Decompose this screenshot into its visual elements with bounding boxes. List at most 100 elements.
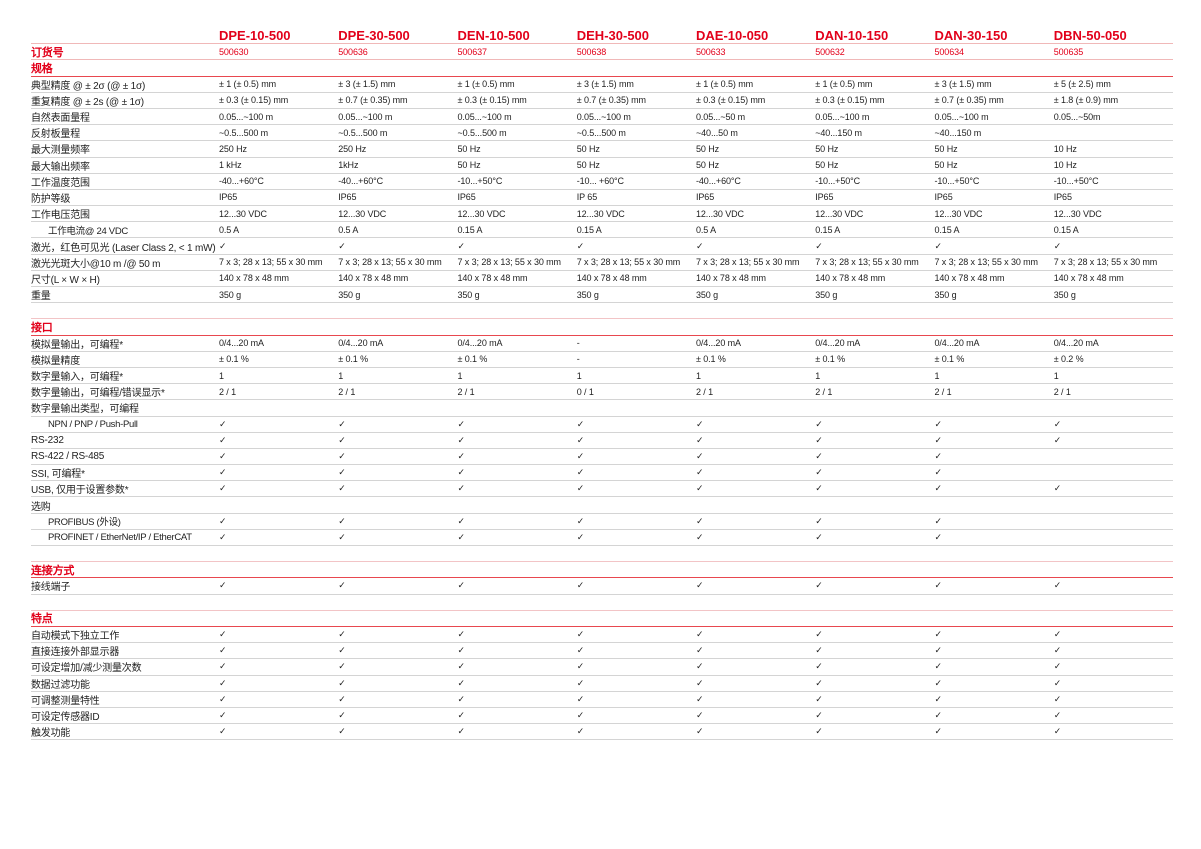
section-header: 规格 (31, 60, 1173, 77)
check-icon: ✓ (457, 580, 466, 591)
row-label: USB, 仅用于设置参数* (31, 485, 129, 497)
row-label: 数字量输出类型，可编程 (31, 404, 139, 416)
check-icon: ✓ (815, 483, 823, 494)
table-cell: 50 Hz (576, 143, 600, 154)
table-cell: 1 (815, 370, 821, 381)
table-cell: IP 65 (576, 192, 598, 203)
order-number: 500630 (219, 46, 249, 57)
table-cell: 7 x 3; 28 x 13; 55 x 30 mm (696, 257, 800, 268)
table-row: 重量 350 g 350 g 350 g 350 g 350 g 350 g 350 g 350… (31, 287, 1173, 304)
check-icon: ✓ (219, 693, 227, 704)
table-cell: 50 Hz (576, 160, 600, 171)
row-label: RS-232 (31, 434, 64, 446)
table-cell: IP65 (219, 192, 238, 203)
row-label: 数据过滤功能 (31, 679, 90, 691)
table-cell: 350 g (1053, 289, 1076, 300)
check-icon: ✓ (1053, 580, 1062, 591)
table-cell: 140 x 78 x 48 mm (1053, 273, 1124, 284)
check-icon: ✓ (815, 240, 823, 251)
table-cell: ~0.5...500 m (338, 127, 388, 138)
model-name: DPE-10-500 (219, 28, 291, 44)
check-icon: ✓ (219, 483, 227, 494)
check-icon: ✓ (338, 531, 346, 542)
check-icon: ✓ (815, 629, 823, 640)
check-icon: ✓ (457, 709, 466, 720)
check-icon: ✓ (219, 645, 227, 656)
check-icon: ✓ (457, 531, 466, 542)
row-label: 数字量输入，可编程* (31, 372, 123, 384)
table-cell: 7 x 3; 28 x 13; 55 x 30 mm (219, 257, 323, 268)
table-cell: ± 0.1 % (338, 354, 369, 365)
table-cell: IP65 (1053, 192, 1072, 203)
table-cell: 0.15 A (815, 224, 841, 235)
table-cell: -10... +60°C (576, 176, 624, 187)
check-icon: ✓ (576, 645, 585, 656)
row-label: 最大输出频率 (31, 161, 90, 173)
check-icon: ✓ (457, 726, 466, 737)
check-icon: ✓ (576, 483, 585, 494)
order-number: 500636 (338, 46, 368, 57)
table-cell: 12...30 VDC (815, 208, 864, 219)
table-cell: 0.15 A (457, 224, 483, 235)
check-icon: ✓ (219, 531, 227, 542)
check-icon: ✓ (219, 515, 227, 526)
check-icon: ✓ (457, 645, 466, 656)
table-cell: ± 5 (± 2.5) mm (1053, 79, 1111, 90)
table-cell: 12...30 VDC (338, 208, 387, 219)
check-icon: ✓ (696, 726, 704, 737)
check-icon: ✓ (576, 709, 585, 720)
check-icon: ✓ (696, 240, 704, 251)
check-icon: ✓ (338, 677, 346, 688)
table-row: 工作温度范围 -40...+60°C -40...+60°C -10...+50°C -… (31, 174, 1173, 190)
row-label: 模拟量输出，可编程* (31, 339, 123, 351)
check-icon: ✓ (576, 531, 585, 542)
check-icon: ✓ (696, 580, 704, 591)
table-row: 数字量输入，可编程* 1 1 1 1 1 1 1 1 (31, 368, 1173, 385)
table-cell: 12...30 VDC (457, 208, 506, 219)
check-icon: ✓ (934, 483, 943, 494)
row-label: 可调整测量特性 (31, 695, 100, 707)
row-label: 工作电压范围 (31, 210, 90, 222)
check-icon: ✓ (219, 450, 227, 461)
check-icon: ✓ (696, 434, 704, 445)
table-cell: 2 / 1 (934, 386, 952, 397)
table-cell: ± 0.3 (± 0.15) mm (219, 95, 289, 106)
table-cell: 350 g (815, 289, 838, 300)
table-cell: 1 (696, 370, 701, 381)
table-cell: IP65 (934, 192, 953, 203)
table-cell: 50 Hz (815, 160, 839, 171)
table-cell: 50 Hz (457, 143, 481, 154)
table-cell: 140 x 78 x 48 mm (696, 273, 766, 284)
model-name: DBN-50-050 (1053, 28, 1127, 44)
table-row: 模拟量输出，可编程* 0/4...20 mA 0/4...20 mA 0/4...20… (31, 336, 1173, 352)
table-cell: ± 0.7 (± 0.35) mm (934, 95, 1004, 106)
check-icon: ✓ (1053, 434, 1062, 445)
check-icon: ✓ (338, 629, 346, 640)
table-cell: 1 (338, 370, 344, 381)
check-icon: ✓ (576, 677, 585, 688)
section-title: 规格 (31, 62, 53, 75)
table-cell: -10...+50°C (815, 176, 861, 187)
check-icon: ✓ (934, 580, 943, 591)
check-icon: ✓ (696, 693, 704, 704)
check-icon: ✓ (219, 467, 227, 478)
table-cell: ± 0.3 (± 0.15) mm (815, 95, 885, 106)
check-icon: ✓ (219, 418, 227, 429)
table-row: 直接连接外部显示器 ✓ ✓ ✓ ✓ ✓ ✓ ✓ ✓ (31, 643, 1173, 660)
model-name: DEN-10-500 (457, 28, 530, 44)
check-icon: ✓ (696, 661, 704, 672)
table-cell: 7 x 3; 28 x 13; 55 x 30 mm (1053, 257, 1158, 268)
check-icon: ✓ (457, 693, 466, 704)
section-spacer (31, 303, 1173, 320)
check-icon: ✓ (934, 531, 943, 542)
table-row: 数字量输出类型，可编程 (31, 400, 1173, 417)
check-icon: ✓ (696, 515, 704, 526)
check-icon: ✓ (696, 483, 704, 494)
row-label: 重复精度 @ ± 2s (@ ± 1σ) (31, 96, 144, 108)
check-icon: ✓ (338, 726, 346, 737)
table-cell: ± 3 (± 1.5) mm (934, 79, 992, 90)
row-label: 可设定传感器ID (31, 711, 100, 723)
check-icon: ✓ (457, 515, 466, 526)
model-name: DAN-30-150 (934, 28, 1008, 44)
order-number: 500632 (815, 46, 845, 57)
